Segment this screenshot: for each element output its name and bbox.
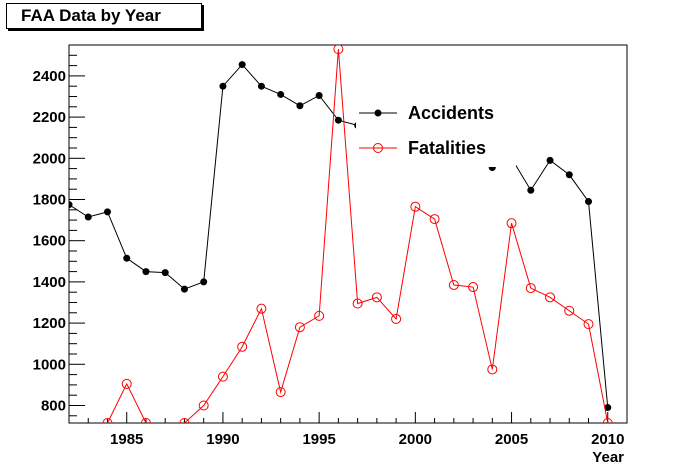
data-point xyxy=(69,201,73,209)
x-tick-label: 2005 xyxy=(495,431,528,448)
data-point xyxy=(140,418,151,423)
legend-box xyxy=(356,95,516,167)
y-tick-label: 1800 xyxy=(33,191,66,208)
y-tick-label: 1400 xyxy=(33,274,66,291)
data-point xyxy=(334,116,342,124)
data-point xyxy=(564,305,575,316)
data-point xyxy=(294,322,305,333)
data-point xyxy=(102,418,113,423)
series-line xyxy=(69,63,609,408)
data-point xyxy=(604,404,612,412)
data-point xyxy=(200,278,208,286)
data-point xyxy=(237,341,248,352)
data-point xyxy=(585,198,593,206)
data-point xyxy=(65,450,74,459)
data-point xyxy=(333,45,344,55)
data-point xyxy=(371,292,382,303)
x-tick-label: 1995 xyxy=(302,431,335,448)
data-point xyxy=(257,82,265,90)
data-point xyxy=(103,208,111,216)
data-point xyxy=(121,378,132,389)
x-tick-label: 1985 xyxy=(110,431,143,448)
data-point xyxy=(525,283,536,294)
x-tick-label: 2010 xyxy=(591,431,624,448)
chart-title: FAA Data by Year xyxy=(6,3,202,29)
data-point xyxy=(123,254,131,262)
data-point xyxy=(410,201,421,212)
data-point xyxy=(217,371,228,382)
data-point xyxy=(219,82,227,90)
data-point xyxy=(583,319,594,330)
data-point xyxy=(468,282,479,293)
data-point xyxy=(546,156,554,164)
y-tick-label: 2400 xyxy=(33,68,66,85)
data-point xyxy=(602,418,613,423)
y-tick-label: 1200 xyxy=(33,315,66,332)
series-accidents xyxy=(69,61,612,412)
axis-ticks: 1985 1990 1995 2000 2005 2010 800 1000 1200 1400 1… xyxy=(33,44,628,448)
data-point xyxy=(314,310,325,321)
data-point xyxy=(527,186,535,194)
series-fatalities xyxy=(65,45,613,464)
data-point xyxy=(545,292,556,303)
data-point xyxy=(142,268,150,276)
data-point xyxy=(277,90,285,98)
data-point xyxy=(429,214,440,225)
data-point xyxy=(180,285,188,293)
legend-accidents-marker xyxy=(374,109,382,117)
y-tick-label: 800 xyxy=(41,397,66,414)
data-point xyxy=(238,61,246,69)
data-point xyxy=(296,102,304,110)
legend-fatalities-label: Fatalities xyxy=(408,138,486,158)
data-point xyxy=(506,218,517,229)
series-layer xyxy=(65,45,613,464)
data-point xyxy=(352,298,363,309)
data-point xyxy=(391,313,402,324)
y-tick-label: 2200 xyxy=(33,109,66,126)
data-point xyxy=(161,269,169,277)
data-point xyxy=(161,455,170,464)
data-point xyxy=(179,418,190,423)
data-point xyxy=(256,303,267,314)
data-point xyxy=(487,364,498,375)
y-tick-label: 1600 xyxy=(33,233,66,250)
legend-fatalities-marker xyxy=(373,143,383,153)
x-tick-label: 1990 xyxy=(206,431,239,448)
data-point xyxy=(448,279,459,290)
plot-frame xyxy=(68,44,628,424)
legend: Accidents Fatalities xyxy=(356,95,516,167)
data-point xyxy=(84,432,93,441)
x-axis-title: Year xyxy=(592,449,624,466)
y-tick-label: 1000 xyxy=(33,356,66,373)
series-line xyxy=(106,49,609,423)
data-point xyxy=(84,213,92,221)
x-tick-label: 2000 xyxy=(399,431,432,448)
data-point xyxy=(315,91,323,99)
data-point xyxy=(565,171,573,179)
data-point xyxy=(198,400,209,411)
data-point xyxy=(275,387,286,398)
y-tick-label: 2000 xyxy=(33,150,66,167)
legend-accidents-label: Accidents xyxy=(408,103,494,123)
